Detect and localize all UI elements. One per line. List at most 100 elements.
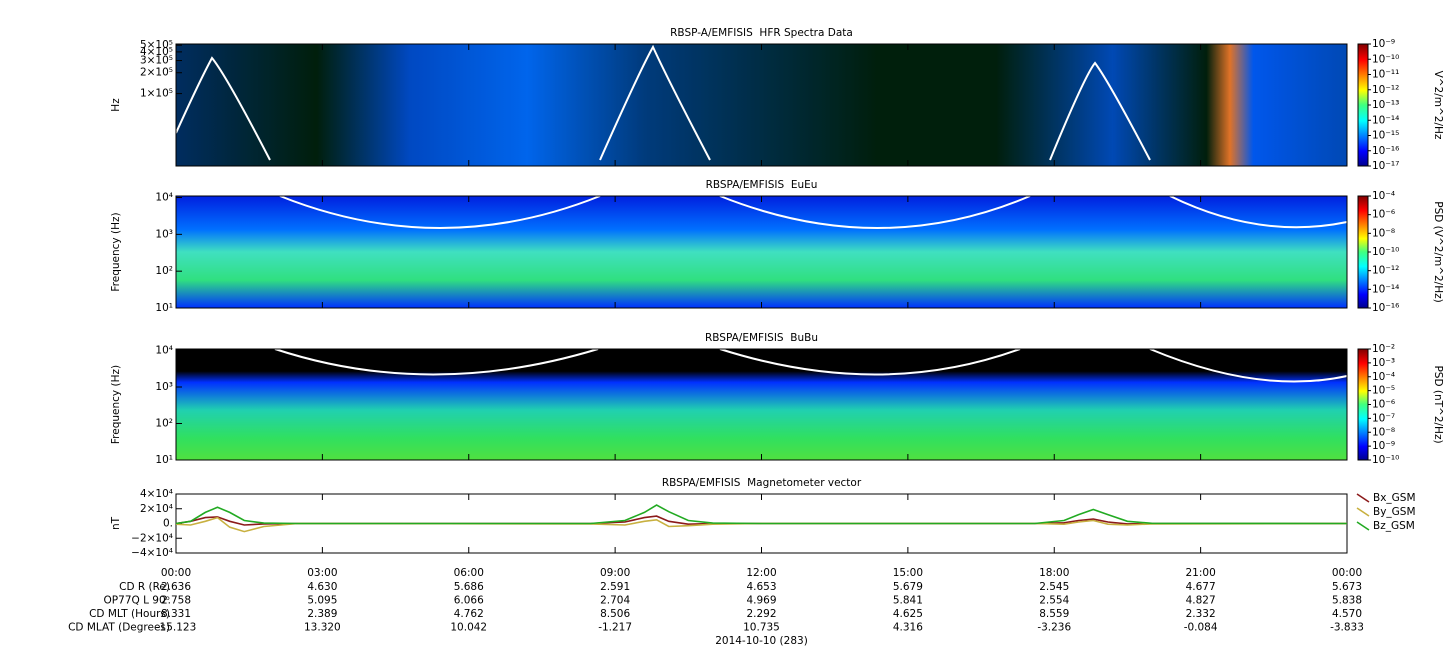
colorbar-tick-label: 10⁻¹³ xyxy=(1372,99,1399,111)
colorbar-tick-label: 10⁻⁴ xyxy=(1372,190,1395,202)
spectrogram-image xyxy=(176,44,1347,166)
colorbar-tick-label: 10⁻¹⁰ xyxy=(1372,454,1399,466)
legend-label: By_GSM xyxy=(1373,506,1416,518)
y-tick-label: 1×10⁵ xyxy=(140,88,173,100)
y-tick-label: 10³ xyxy=(155,228,173,240)
colorbar-tick-label: 10⁻¹⁶ xyxy=(1372,145,1399,157)
colorbar-label: V^2/m^2/Hz xyxy=(1432,71,1444,140)
ephemeris-value: 2.292 xyxy=(746,608,776,620)
colorbar-tick-label: 10⁻⁹ xyxy=(1372,440,1395,452)
colorbar-tick-label: 10⁻⁶ xyxy=(1372,399,1395,411)
colorbar-label: PSD (V^2/m^2/Hz) xyxy=(1432,201,1444,302)
ephemeris-value: 5.838 xyxy=(1332,595,1362,607)
ephemeris-value: 5.686 xyxy=(454,581,484,593)
colorbar-tick-label: 10⁻⁸ xyxy=(1372,426,1395,438)
y-tick-label: 10¹ xyxy=(155,454,173,466)
y-axis-label: Frequency (Hz) xyxy=(110,365,122,444)
ephemeris-value: 2.554 xyxy=(1039,595,1069,607)
y-tick-label: −2×10⁴ xyxy=(131,532,173,544)
colorbar-tick-label: 10⁻⁸ xyxy=(1372,227,1395,239)
ephemeris-value: 4.677 xyxy=(1186,581,1216,593)
legend-swatch xyxy=(1356,521,1370,531)
ephemeris-value: 2.758 xyxy=(161,595,191,607)
colorbar-tick-label: 10⁻⁴ xyxy=(1372,371,1395,383)
colorbar xyxy=(1357,195,1369,309)
ephemeris-value: 13.320 xyxy=(304,622,341,634)
series-line xyxy=(175,515,1347,526)
colorbar xyxy=(1357,348,1369,461)
ephemeris-value: 4.625 xyxy=(893,608,923,620)
spectrogram-image xyxy=(176,196,1347,308)
ephemeris-value: 4.969 xyxy=(746,595,776,607)
ephemeris-value: 4.762 xyxy=(454,608,484,620)
ephemeris-value: 8.506 xyxy=(600,608,630,620)
ephemeris-value: 5.679 xyxy=(893,581,923,593)
colorbar-tick-label: 10⁻¹¹ xyxy=(1372,69,1399,81)
ephemeris-value: 10.735 xyxy=(743,622,780,634)
ephemeris-value: -3.833 xyxy=(1330,622,1364,634)
colorbar-tick-label: 10⁻¹⁶ xyxy=(1372,302,1399,314)
ephemeris-value: -0.084 xyxy=(1184,622,1218,634)
plasma-line xyxy=(175,44,1151,161)
colorbar-tick-label: 10⁻⁹ xyxy=(1372,38,1395,50)
ephemeris-value: 2.332 xyxy=(1186,608,1216,620)
y-tick-label: 10⁴ xyxy=(155,345,173,357)
y-tick-label: 5×10⁵ xyxy=(140,39,173,51)
panel-title: RBSP-A/EMFISIS HFR Spectra Data xyxy=(670,27,853,39)
x-tick-label: 06:00 xyxy=(454,567,484,579)
x-tick-label: 21:00 xyxy=(1185,567,1215,579)
panel-title: RBSPA/EMFISIS Magnetometer vector xyxy=(662,477,862,489)
spectrogram-image xyxy=(176,349,1347,460)
ephemeris-value: -15.123 xyxy=(156,622,197,634)
y-axis-label: Hz xyxy=(110,98,122,112)
colorbar-tick-label: 10⁻⁷ xyxy=(1372,412,1395,424)
y-axis-label: Frequency (Hz) xyxy=(110,212,122,291)
series-line xyxy=(175,504,1348,525)
y-tick-label: 4×10⁴ xyxy=(140,488,173,500)
panel-title: RBSPA/EMFISIS EuEu xyxy=(706,179,818,191)
ephemeris-value: -3.236 xyxy=(1037,622,1071,634)
cyclotron-line xyxy=(279,195,1348,229)
cyclotron-line xyxy=(274,348,1348,383)
series-line xyxy=(175,516,1348,533)
x-tick-label: 03:00 xyxy=(307,567,337,579)
ephemeris-value: 4.316 xyxy=(893,622,923,634)
y-tick-label: 2×10⁵ xyxy=(140,67,173,79)
panel-title: RBSPA/EMFISIS BuBu xyxy=(705,332,818,344)
spectrogram-overlay xyxy=(176,44,1347,166)
ephemeris-value: 4.570 xyxy=(1332,608,1362,620)
y-tick-label: 10⁴ xyxy=(155,192,173,204)
colorbar-tick-label: 10⁻¹⁰ xyxy=(1372,246,1399,258)
ephemeris-value: 10.042 xyxy=(450,622,487,634)
ephemeris-value: 2.636 xyxy=(161,581,191,593)
y-tick-label: 0. xyxy=(163,518,173,530)
ephemeris-value: 4.653 xyxy=(746,581,776,593)
ephemeris-label: CD MLAT (Degrees) xyxy=(68,622,170,634)
ephemeris-value: 6.066 xyxy=(454,595,484,607)
ephemeris-label: CD MLT (Hours) xyxy=(89,608,170,620)
ephemeris-value: 8.331 xyxy=(161,608,191,620)
colorbar-tick-label: 10⁻² xyxy=(1372,343,1395,355)
y-tick-label: −4×10⁴ xyxy=(131,547,173,559)
y-tick-label: 10² xyxy=(155,265,173,277)
y-tick-label: 10³ xyxy=(155,381,173,393)
ephemeris-value: 5.673 xyxy=(1332,581,1362,593)
y-tick-label: 4×10⁵ xyxy=(140,46,173,58)
ephemeris-value: 5.095 xyxy=(307,595,337,607)
colorbar-tick-label: 10⁻¹² xyxy=(1372,84,1399,96)
ephemeris-value: 2.704 xyxy=(600,595,630,607)
colorbar-tick-label: 10⁻¹⁴ xyxy=(1372,283,1399,295)
colorbar-tick-label: 10⁻¹⁷ xyxy=(1372,160,1399,172)
colorbar-tick-label: 10⁻¹² xyxy=(1372,265,1399,277)
y-tick-label: 3×10⁵ xyxy=(140,55,173,67)
y-tick-label: 2×10⁴ xyxy=(140,503,173,515)
x-tick-label: 00:00 xyxy=(161,567,191,579)
colorbar-tick-label: 10⁻⁶ xyxy=(1372,209,1395,221)
colorbar xyxy=(1357,43,1369,167)
colorbar-label: PSD (nT^2/Hz) xyxy=(1432,365,1444,443)
ephemeris-label: CD R (Re) xyxy=(119,581,170,593)
colorbar-tick-label: 10⁻¹⁴ xyxy=(1372,114,1399,126)
x-tick-label: 15:00 xyxy=(893,567,923,579)
ephemeris-value: 2.389 xyxy=(307,608,337,620)
legend-label: Bz_GSM xyxy=(1373,520,1415,532)
